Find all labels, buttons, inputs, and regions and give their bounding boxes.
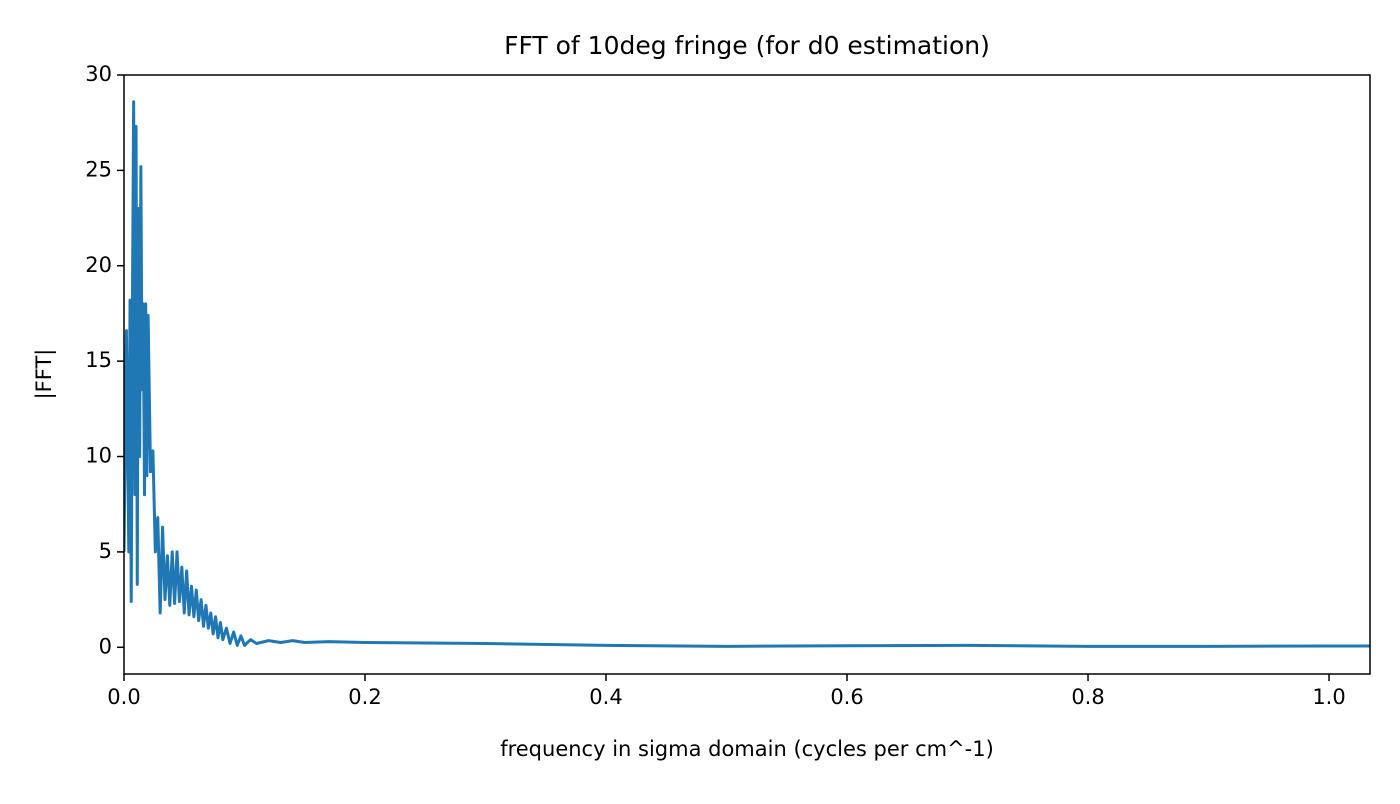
data-line [124,100,1370,648]
y-tick-label: 10 [85,444,112,468]
y-tick-label: 20 [85,253,112,277]
x-tick-label: 1.0 [1312,685,1345,709]
chart-title: FFT of 10deg fringe (for d0 estimation) [504,31,990,60]
plot-frame [123,74,1371,675]
y-tick-label: 5 [99,539,112,563]
y-tick-label: 30 [85,62,112,86]
y-tick-label: 0 [99,634,112,658]
x-tick-label: 0.2 [348,685,381,709]
x-tick-label: 0.8 [1071,685,1104,709]
y-axis-label: |FFT| [32,349,57,400]
x-tick-label: 0.6 [830,685,863,709]
x-tick-label: 0.0 [107,685,140,709]
x-tick-label: 0.4 [589,685,622,709]
x-axis-label: frequency in sigma domain (cycles per cm… [500,737,994,761]
y-tick-label: 15 [85,348,112,372]
y-tick-label: 25 [85,157,112,181]
